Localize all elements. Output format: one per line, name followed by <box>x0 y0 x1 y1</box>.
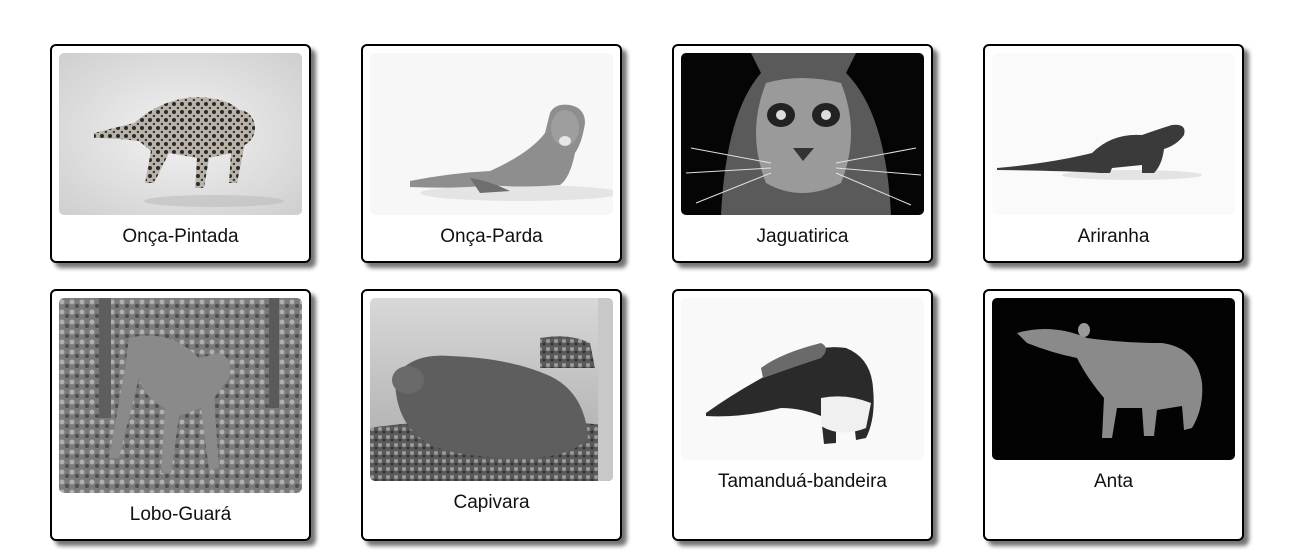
animal-card-onca-parda[interactable]: Onça-Parda <box>361 44 622 263</box>
giant-otter-photo <box>992 53 1235 215</box>
animal-card-ariranha[interactable]: Ariranha <box>983 44 1244 263</box>
animal-card-lobo-guara[interactable]: Lobo-Guará <box>50 289 311 541</box>
tapir-photo <box>992 298 1235 460</box>
capybara-photo <box>370 298 613 481</box>
puma-photo <box>370 53 613 215</box>
giant-anteater-photo <box>681 298 924 460</box>
animal-name: Onça-Parda <box>440 226 543 247</box>
animal-name: Lobo-Guará <box>129 504 232 525</box>
animal-name: Ariranha <box>1077 226 1150 247</box>
jaguar-photo <box>59 53 302 215</box>
animal-name: Anta <box>1093 471 1134 492</box>
animal-card-anta[interactable]: Anta <box>983 289 1244 541</box>
animal-name: Tamanduá-bandeira <box>717 471 887 492</box>
animal-card-capivara[interactable]: Capivara <box>361 289 622 541</box>
ocelot-photo <box>681 53 924 215</box>
animal-name: Capivara <box>453 492 530 513</box>
maned-wolf-photo <box>59 298 302 493</box>
animal-card-tamandua-bandeira[interactable]: Tamanduá-bandeira <box>672 289 933 541</box>
animal-card-onca-pintada[interactable]: Onça-Pintada <box>50 44 311 263</box>
animal-name: Jaguatirica <box>756 226 849 247</box>
animal-card-jaguatirica[interactable]: Jaguatirica <box>672 44 933 263</box>
animal-name: Onça-Pintada <box>122 226 239 247</box>
